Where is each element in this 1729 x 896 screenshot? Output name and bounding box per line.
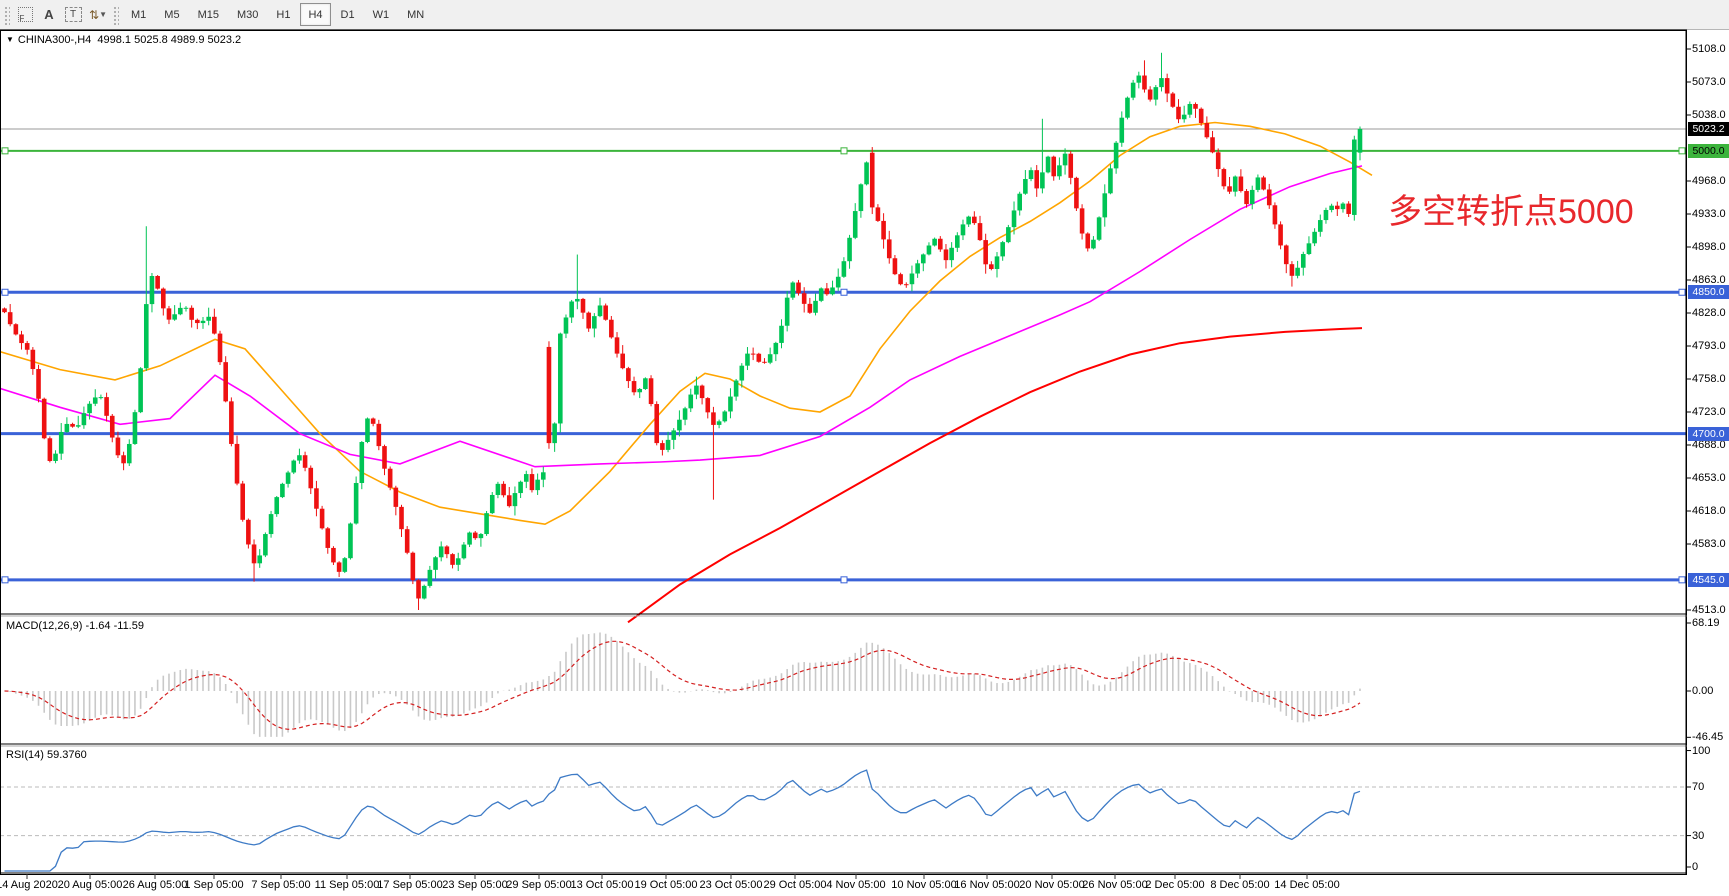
symbol-name: CHINA300-,H4 [17,34,92,46]
timeframe-button-h4[interactable]: H4 [300,3,331,26]
price-tick: 5038.0 [1692,109,1726,121]
time-axis-label: 19 Oct 05:00 [634,879,698,891]
time-axis-label: 29 Sep 05:00 [506,879,572,891]
level-price-badge: 4545.0 [1688,572,1729,587]
price-tick: 4653.0 [1692,472,1726,484]
timeframe-button-d1[interactable]: D1 [340,8,355,21]
time-axis-label: 26 Nov 05:00 [1082,879,1148,891]
macd-tick: -46.45 [1692,731,1724,744]
time-axis-label: 23 Sep 05:00 [442,879,508,891]
time-axis-label: 23 Oct 05:00 [699,879,763,891]
macd-label: MACD(12,26,9) -1.64 -11.59 [6,620,144,632]
time-axis-label: 14 Aug 2020 [0,879,58,891]
time-axis-label: 14 Dec 05:00 [1274,879,1340,891]
time-axis-label: 20 Aug 05:00 [57,879,123,891]
chart-text-annotation[interactable]: 多空转折点5000 [1388,193,1634,231]
current-price-badge: 5023.2 [1688,121,1729,136]
line-studies-toolbar: F A T ⇅ ▼ [13,5,109,25]
chart-title: ▼ CHINA300-,H4 4998.1 5025.8 4989.9 5023.… [6,34,241,46]
arrow-objects-icon[interactable]: ⇅ ▼ [89,7,107,22]
price-tick: 4863.0 [1692,274,1726,286]
timeframe-button-m30[interactable]: M30 [236,8,259,21]
price-tick: 4933.0 [1692,208,1726,220]
price-tick: 4583.0 [1692,538,1726,550]
rsi-tick: 30 [1692,829,1705,842]
price-tick: 4758.0 [1692,373,1726,385]
time-axis-label: 13 Oct 05:00 [570,879,634,891]
timeframe-button-m1[interactable]: M1 [131,8,147,21]
level-price-badge: 4850.0 [1688,285,1729,300]
price-tick: 4898.0 [1692,241,1726,253]
price-tick: 4968.0 [1692,175,1726,187]
time-axis-label: 20 Nov 05:00 [1019,879,1085,891]
price-tick: 4618.0 [1692,505,1726,517]
text-label-icon[interactable]: T [63,5,83,25]
timeframe-button-m5[interactable]: M5 [164,8,180,21]
rsi-tick: 0 [1692,861,1699,873]
time-axis-label: 17 Sep 05:00 [377,879,443,891]
time-axis-label: 29 Oct 05:00 [763,879,827,891]
time-axis-label: 4 Nov 05:00 [826,879,886,891]
level-price-badge: 4700.0 [1688,426,1729,441]
toolbar-grip[interactable] [3,4,10,25]
text-annotation-icon[interactable]: A [44,7,54,22]
time-axis-label: 10 Nov 05:00 [891,879,957,891]
timeframe-button-w1[interactable]: W1 [372,8,390,21]
symbol-dropdown-icon[interactable]: ▼ [6,35,14,44]
time-axis-label: 1 Sep 05:00 [184,879,244,891]
time-axis-label: 26 Aug 05:00 [122,879,188,891]
macd-tick: 0.00 [1692,685,1714,697]
rsi-label: RSI(14) 59.3760 [6,749,87,761]
price-tick: 4513.0 [1692,604,1726,616]
macd-tick: 68.19 [1692,617,1720,629]
chart-window [0,30,1687,875]
chart-foreground-icon[interactable]: F [15,5,35,25]
toolbar-grip-2[interactable] [112,4,119,25]
timeframe-button-mn[interactable]: MN [407,8,425,21]
timeframe-toolbar: M1 M5 M15 M30 H1 H4 D1 W1 MN [122,3,433,26]
rsi-tick: 70 [1692,781,1705,793]
price-tick: 4828.0 [1692,307,1726,319]
time-axis-label: 8 Dec 05:00 [1210,879,1270,891]
timeframe-button-m15[interactable]: M15 [197,8,219,21]
time-axis-label: 11 Sep 05:00 [314,879,380,891]
top-toolbar: F A T ⇅ ▼ M1 M5 M15 M30 H1 H4 D1 W1 MN [0,0,1729,30]
ohlc-values: 4998.1 5025.8 4989.9 5023.2 [97,34,242,46]
level-price-badge: 5000.0 [1688,143,1729,158]
timeframe-button-h1[interactable]: H1 [276,8,291,21]
price-tick: 5108.0 [1692,43,1726,55]
time-axis-label: 2 Dec 05:00 [1145,879,1205,891]
price-tick: 4723.0 [1692,406,1726,418]
price-tick: 4793.0 [1692,340,1726,352]
time-axis-label: 7 Sep 05:00 [251,879,311,891]
price-tick: 4688.0 [1692,439,1726,451]
rsi-tick: 100 [1692,744,1711,757]
price-tick: 5073.0 [1692,76,1726,88]
time-axis-label: 16 Nov 05:00 [954,879,1020,891]
